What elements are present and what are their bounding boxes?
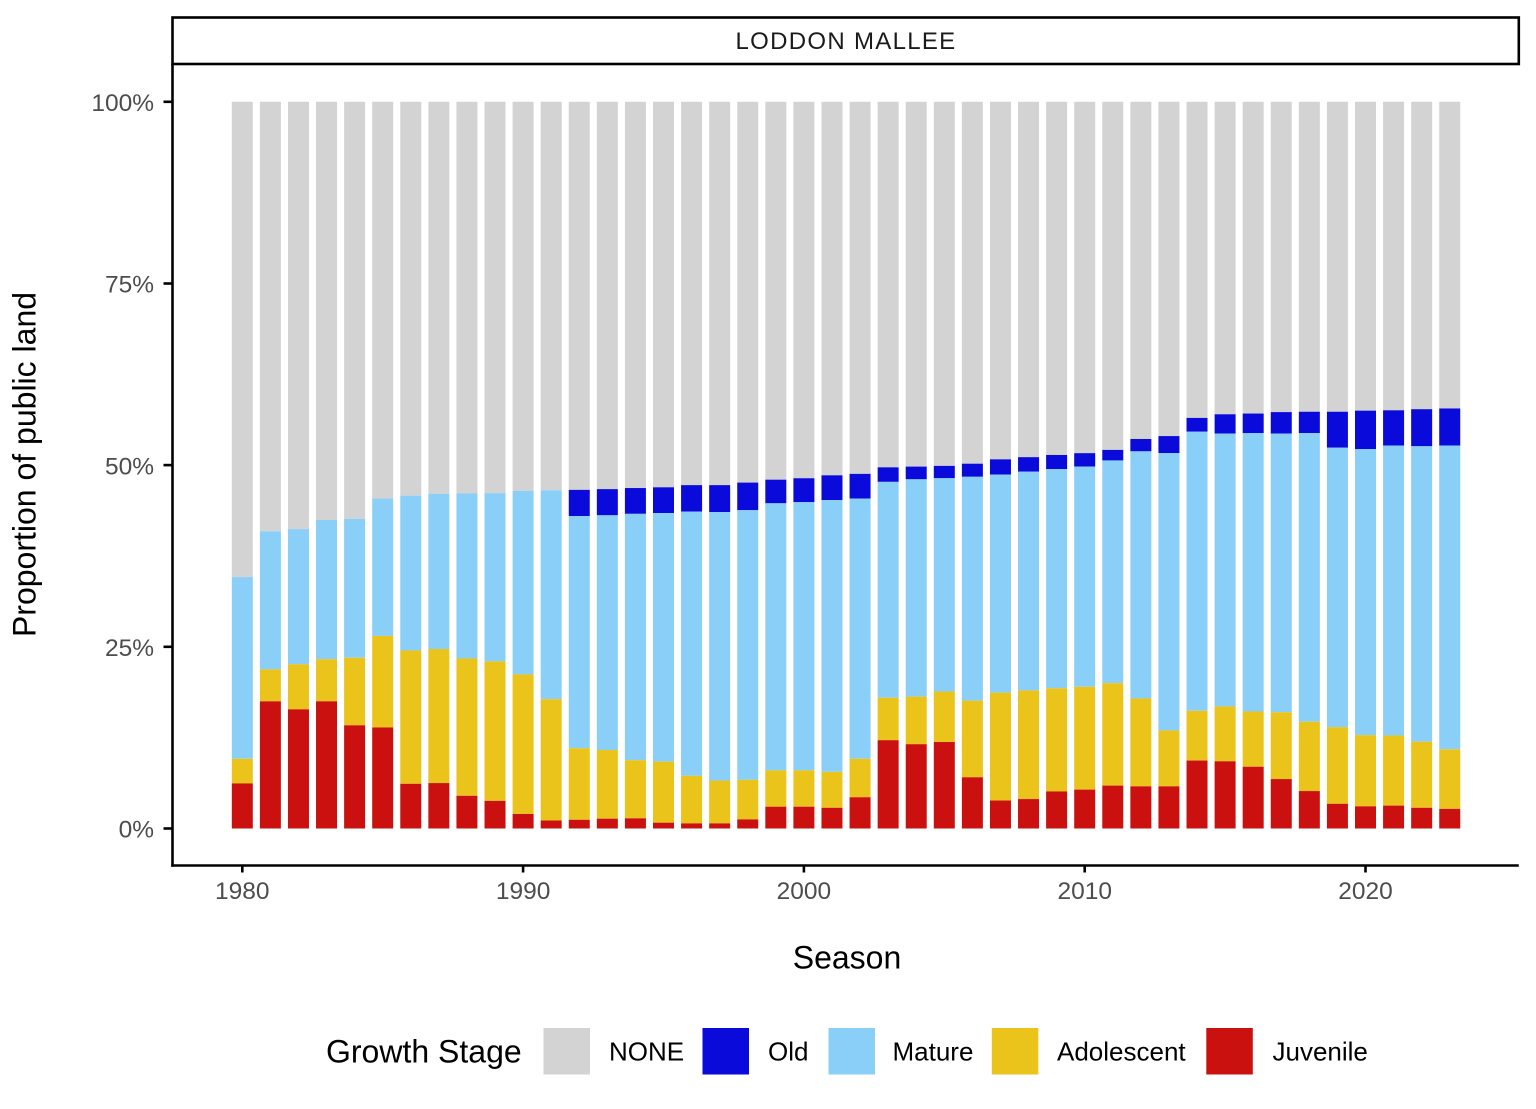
svg-text:2020: 2020 bbox=[1338, 878, 1393, 905]
svg-text:2010: 2010 bbox=[1057, 878, 1112, 905]
svg-text:Proportion of public land: Proportion of public land bbox=[6, 292, 42, 637]
svg-text:Adolescent: Adolescent bbox=[1057, 1037, 1186, 1067]
svg-text:100%: 100% bbox=[91, 90, 154, 117]
svg-text:1990: 1990 bbox=[496, 878, 551, 905]
svg-text:0%: 0% bbox=[119, 817, 154, 844]
svg-text:Juvenile: Juvenile bbox=[1273, 1037, 1368, 1067]
svg-text:Season: Season bbox=[793, 940, 902, 976]
svg-text:1980: 1980 bbox=[215, 878, 270, 905]
svg-text:Old: Old bbox=[768, 1037, 808, 1067]
svg-text:2000: 2000 bbox=[777, 878, 832, 905]
svg-text:Growth Stage: Growth Stage bbox=[326, 1034, 522, 1070]
svg-text:LODDON MALLEE: LODDON MALLEE bbox=[736, 28, 957, 55]
svg-text:75%: 75% bbox=[105, 272, 154, 299]
svg-text:Mature: Mature bbox=[893, 1037, 974, 1067]
svg-text:NONE: NONE bbox=[609, 1037, 684, 1067]
svg-text:50%: 50% bbox=[105, 453, 154, 480]
svg-text:25%: 25% bbox=[105, 635, 154, 662]
